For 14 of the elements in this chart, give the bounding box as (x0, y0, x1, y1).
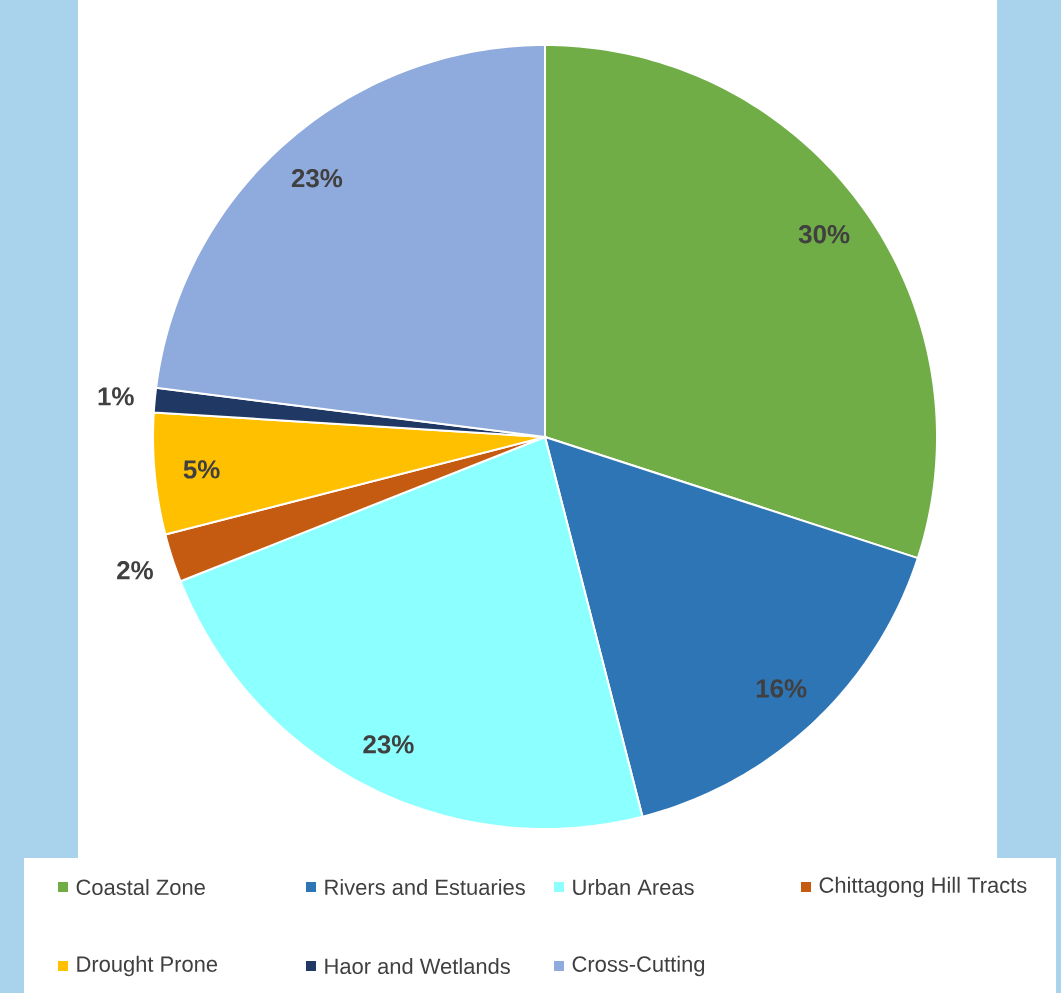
data-label: 2% (117, 561, 153, 580)
data-label: 30% (798, 225, 850, 244)
legend-label: Rivers and Estuaries (325, 878, 525, 896)
data-label: 16% (756, 679, 807, 698)
legend-label: Drought Prone (77, 955, 218, 977)
data-label: 23% (363, 735, 414, 754)
legend-label: Cross-Cutting (572, 955, 705, 977)
data-label: 23% (291, 169, 343, 188)
legend-label: Haor and Wetlands (325, 957, 510, 975)
legend-label: Urban Areas (573, 878, 694, 896)
data-label: 5% (183, 460, 220, 479)
legend-label: Chittagong Hill Tracts (819, 876, 1027, 898)
data-label: 1% (98, 387, 134, 406)
legend-label: Coastal Zone (76, 878, 205, 896)
